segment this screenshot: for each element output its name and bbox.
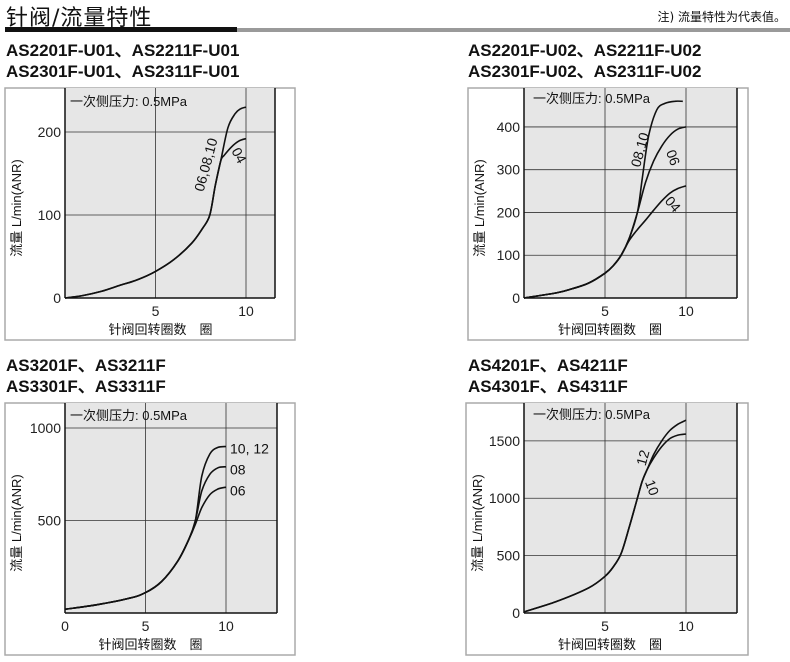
x-axis-label: 针阀回转圈数 圈 — [558, 637, 662, 652]
y-tick-label: 200 — [38, 124, 62, 140]
x-tick-label: 10 — [218, 618, 234, 634]
y-tick-label: 0 — [53, 290, 61, 306]
chart-3: 500 1000 0 5 10 10, 12 08 06 一次侧压力: 0.5MPa 针阀回转圈数… — [4, 402, 296, 656]
x-tick-label: 5 — [142, 618, 150, 634]
y-tick-label: 100 — [38, 207, 62, 223]
y-tick-label: 1500 — [489, 433, 520, 449]
title-underline-dark — [5, 27, 237, 32]
x-tick-label: 10 — [678, 618, 694, 634]
series-label: 10, 12 — [230, 441, 269, 457]
plot-area — [524, 88, 737, 298]
series-line-04 — [64, 137, 247, 299]
footnote: 注) 流量特性为代表值。 — [657, 10, 787, 24]
y-tick-label: 200 — [497, 204, 521, 220]
chart-3-title: AS3201F、AS3211F AS3301F、AS3311F — [6, 355, 166, 397]
chart-title-line: AS2201F-U01、AS2211F-U01 — [6, 41, 240, 60]
series-label: 06 — [663, 148, 683, 168]
pressure-annotation: 一次侧压力: 0.5MPa — [533, 91, 651, 106]
series-label: 12 — [633, 448, 653, 467]
x-tick-label: 10 — [238, 303, 254, 319]
y-tick-label: 1000 — [489, 490, 520, 506]
series-line-10 — [523, 433, 687, 613]
x-axis-label: 针阀回转圈数 圈 — [558, 322, 662, 337]
chart-title-line: AS2301F-U02、AS2311F-U02 — [468, 62, 702, 81]
y-axis-label: 流量 L/min(ANR) — [9, 474, 24, 572]
series-label: 06 — [230, 483, 246, 499]
y-tick-label: 300 — [497, 162, 521, 178]
x-axis-label: 针阀回转圈数 圈 — [98, 637, 202, 652]
y-axis-label: 流量 L/min(ANR) — [9, 159, 24, 257]
chart-4: 0 500 1000 1500 5 10 12 10 一次侧压力: 0.5MPa 针阀回转圈数 圈… — [465, 402, 749, 656]
plot-area — [524, 403, 737, 613]
y-tick-label: 0 — [512, 605, 520, 621]
x-axis-label: 针阀回转圈数 圈 — [108, 322, 212, 337]
plot-area — [65, 403, 277, 613]
chart-title-line: AS3301F、AS3311F — [6, 377, 166, 396]
y-tick-label: 1000 — [30, 420, 61, 436]
title-underline-grey — [237, 28, 790, 32]
x-tick-label: 5 — [601, 618, 609, 634]
series-label: 10 — [642, 478, 662, 498]
y-tick-label: 100 — [497, 247, 521, 263]
y-tick-label: 0 — [512, 290, 520, 306]
series-line-06 — [64, 486, 227, 611]
series-line-04 — [523, 185, 687, 299]
y-tick-label: 500 — [38, 512, 62, 528]
chart-title-line: AS2201F-U02、AS2211F-U02 — [468, 41, 702, 60]
page-title: 针阀/流量特性 — [6, 6, 153, 31]
chart-title-line: AS4301F、AS4311F — [468, 377, 628, 396]
chart-title-line: AS2301F-U01、AS2311F-U01 — [6, 62, 240, 81]
chart-2-title: AS2201F-U02、AS2211F-U02 AS2301F-U02、AS23… — [468, 40, 701, 82]
chart-4-title: AS4201F、AS4211F AS4301F、AS4311F — [468, 355, 628, 397]
x-tick-label: 5 — [601, 303, 609, 319]
series-label: 04 — [228, 145, 250, 166]
y-tick-label: 500 — [497, 548, 521, 564]
pressure-annotation: 一次侧压力: 0.5MPa — [533, 407, 651, 422]
x-tick-label: 0 — [61, 618, 69, 634]
chart-title-line: AS3201F、AS3211F — [6, 356, 166, 375]
pressure-annotation: 一次侧压力: 0.5MPa — [70, 94, 188, 109]
chart-title-line: AS4201F、AS4211F — [468, 356, 628, 375]
x-tick-label: 10 — [678, 303, 694, 319]
x-tick-label: 5 — [152, 303, 160, 319]
series-label: 08 — [230, 462, 246, 478]
y-axis-label: 流量 L/min(ANR) — [470, 474, 485, 572]
y-axis-label: 流量 L/min(ANR) — [472, 159, 487, 257]
plot-area — [65, 88, 275, 298]
pressure-annotation: 一次侧压力: 0.5MPa — [70, 408, 188, 423]
y-tick-label: 400 — [497, 119, 521, 135]
chart-1-title: AS2201F-U01、AS2211F-U01 AS2301F-U01、AS23… — [6, 40, 239, 82]
